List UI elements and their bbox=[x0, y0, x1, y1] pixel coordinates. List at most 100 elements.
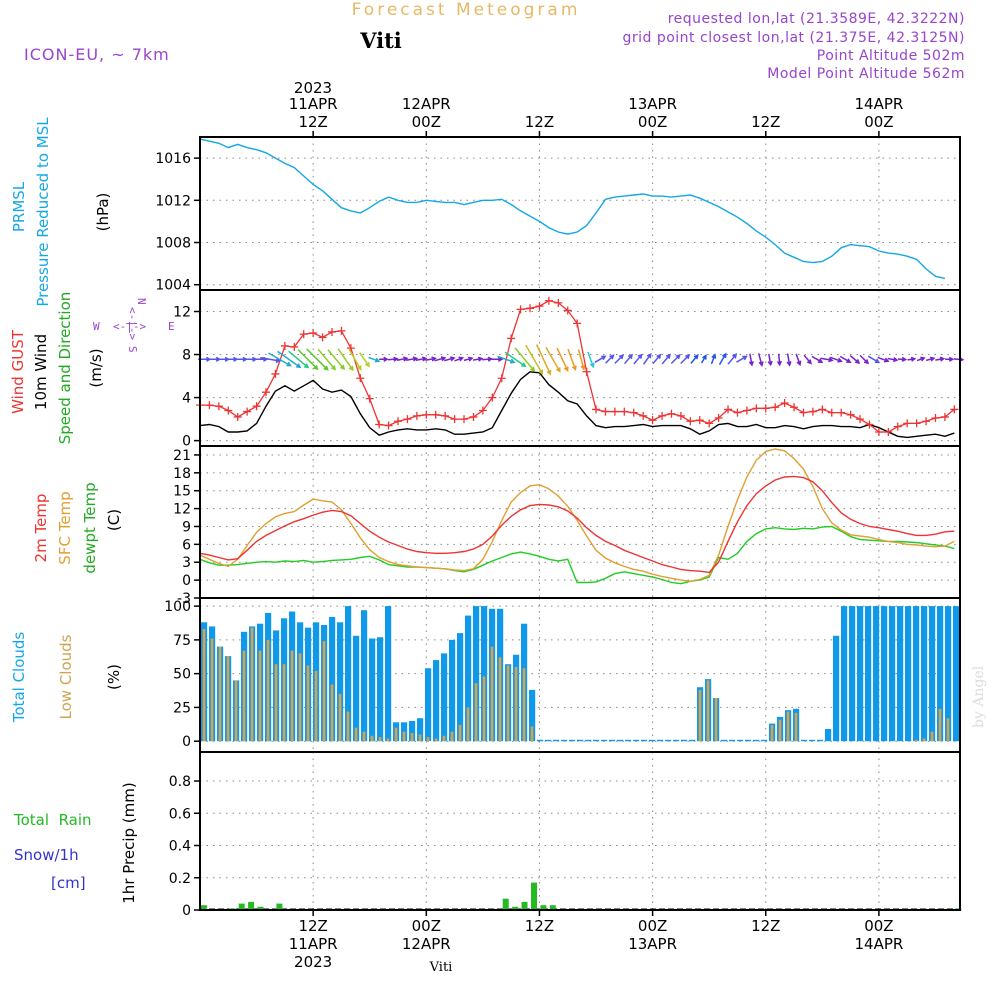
clouds-ytick-label: 50 bbox=[173, 667, 191, 683]
low-clouds-bar bbox=[314, 670, 318, 742]
low-clouds-bar bbox=[786, 711, 790, 742]
wind-arrow bbox=[839, 355, 852, 363]
model-altitude: Model Point Altitude 562m bbox=[767, 66, 965, 82]
wind-arrow bbox=[680, 354, 691, 365]
requested-coords: requested lon,lat (21.3589E, 42.3222N) bbox=[668, 11, 965, 27]
wind-arrow bbox=[718, 352, 727, 365]
low-clouds-bar bbox=[378, 737, 382, 742]
wind-arrow bbox=[624, 353, 634, 365]
dewpoint-series-line bbox=[199, 525, 955, 585]
total-clouds-bar bbox=[937, 606, 944, 742]
top-axis-label: 00Z bbox=[864, 113, 893, 131]
bottom-axis-label: 12Z bbox=[298, 917, 327, 935]
gust-marker bbox=[780, 398, 789, 407]
wind-arrow bbox=[514, 347, 536, 373]
temperature-ytick-label: 9 bbox=[182, 519, 191, 535]
gust-marker bbox=[394, 417, 403, 426]
temperature-panel: -3 0 3 6 912 15 18 21 bbox=[173, 446, 960, 607]
gust-marker bbox=[874, 428, 883, 437]
total-clouds-bar bbox=[953, 606, 960, 742]
pressure-ytick-label: 1008 bbox=[155, 236, 191, 252]
gust-marker bbox=[544, 296, 553, 305]
gust-marker bbox=[592, 405, 601, 414]
point-altitude: Point Altitude 502m bbox=[817, 48, 965, 64]
low-clouds-bar bbox=[226, 656, 230, 742]
wind-arrow bbox=[652, 353, 662, 365]
total-clouds-bar bbox=[881, 606, 888, 742]
low-clouds-bar bbox=[386, 738, 390, 742]
low-clouds-bar bbox=[450, 731, 454, 742]
total-clouds-bar bbox=[665, 739, 672, 742]
gust-marker bbox=[648, 416, 657, 425]
precip-legend-cm: [cm] bbox=[51, 874, 86, 892]
wind-arrow bbox=[545, 346, 561, 373]
clouds-ytick-label: 25 bbox=[173, 700, 191, 716]
total-clouds-bar bbox=[913, 606, 920, 742]
wind-arrow bbox=[434, 356, 447, 362]
location-title: Viti bbox=[359, 28, 402, 53]
wind-arrow bbox=[690, 353, 699, 364]
panels: 100410081012101604812-303691215182102550… bbox=[155, 136, 965, 919]
precip-legend-rain: Total Rain bbox=[13, 811, 92, 829]
gust-marker bbox=[243, 407, 252, 416]
total-clouds-bar bbox=[745, 739, 752, 742]
wind-arrow bbox=[803, 354, 812, 365]
rain-bar bbox=[512, 906, 519, 910]
bottom-axis-label: 12APR bbox=[402, 935, 451, 953]
bottom-axis-label: 12Z bbox=[751, 917, 780, 935]
gust-marker bbox=[431, 410, 440, 419]
gust-marker bbox=[337, 326, 346, 335]
low-clouds-bar bbox=[442, 735, 446, 742]
wind-arrow bbox=[877, 356, 890, 363]
wind-arrow bbox=[633, 353, 643, 365]
temp-label-sfc: SFC Temp bbox=[56, 491, 74, 564]
wind-arrow bbox=[577, 349, 586, 371]
gust-marker bbox=[865, 420, 874, 429]
wind-arrow bbox=[587, 351, 595, 369]
low-clouds-bar bbox=[418, 734, 422, 742]
compass-e: E bbox=[168, 320, 175, 333]
wind-arrow bbox=[776, 353, 782, 367]
pressure-panel: 1004 1008 1012 1016 bbox=[155, 137, 960, 294]
cloud-label-low: Low Clouds bbox=[57, 634, 75, 719]
compass-rose: W <-|-> E N <-|-> S bbox=[93, 298, 175, 353]
gust-marker bbox=[667, 409, 676, 418]
gust-marker bbox=[563, 306, 572, 315]
wind-arrow bbox=[368, 356, 381, 363]
total-clouds-bar bbox=[625, 739, 632, 742]
wind-arrow bbox=[463, 356, 474, 362]
total-clouds-bar bbox=[737, 739, 744, 742]
gust-marker bbox=[940, 412, 949, 421]
wind-ytick-label: 8 bbox=[182, 348, 191, 364]
wind-arrow bbox=[661, 353, 671, 365]
wind-arrow bbox=[767, 353, 773, 367]
low-clouds-bar bbox=[946, 718, 950, 742]
wind-arrow bbox=[567, 348, 577, 371]
precip-unit: 1hr Precip (mm) bbox=[120, 782, 138, 903]
top-axis-label: 12Z bbox=[751, 113, 780, 131]
total-clouds-bar bbox=[441, 653, 448, 742]
wind-arrow bbox=[897, 356, 908, 362]
low-clouds-bar bbox=[410, 733, 414, 742]
wind-arrow bbox=[748, 353, 754, 367]
low-clouds-bar bbox=[346, 711, 350, 742]
precip-ytick-label: 0.8 bbox=[169, 774, 191, 790]
top-axis-label: 13APR bbox=[628, 95, 677, 113]
gust-marker bbox=[384, 421, 393, 430]
wind-arrow bbox=[237, 356, 248, 362]
total-clouds-bar bbox=[345, 606, 352, 742]
gust-marker bbox=[771, 403, 780, 412]
rain-bar bbox=[257, 906, 264, 910]
wind-arrow bbox=[727, 353, 738, 365]
gust-marker bbox=[950, 405, 959, 414]
gust-marker bbox=[309, 329, 318, 338]
gust-marker bbox=[375, 420, 384, 429]
low-clouds-bar bbox=[498, 657, 502, 742]
total-clouds-bar bbox=[641, 739, 648, 742]
gust-marker bbox=[573, 319, 582, 328]
gust-marker bbox=[271, 369, 280, 378]
total-clouds-bar bbox=[833, 635, 840, 742]
gust-marker bbox=[554, 298, 563, 307]
wind-ytick-label: 0 bbox=[182, 434, 191, 450]
